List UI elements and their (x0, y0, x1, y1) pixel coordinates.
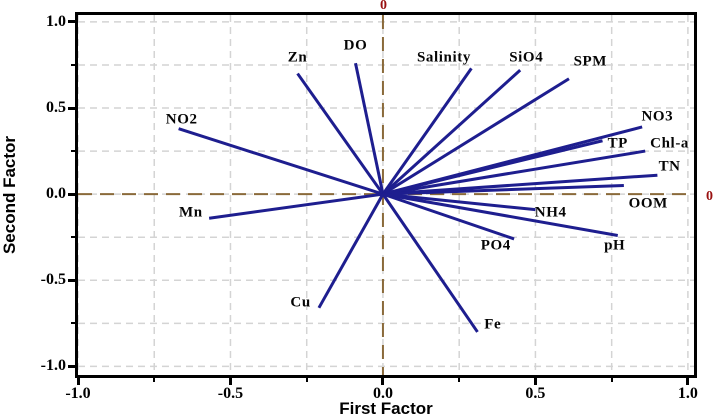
vector-line-DO (354, 62, 385, 195)
x-tick-label: -1.0 (65, 385, 91, 402)
x-minor-tick (153, 378, 156, 382)
vector-label-TP: TP (607, 135, 628, 152)
vector-label-NO2: NO2 (165, 111, 198, 128)
vector-line-TP (382, 139, 603, 196)
y-tick-label: -0.5 (40, 271, 66, 289)
x-tick (686, 378, 690, 385)
vector-line-Chl-a (382, 149, 646, 196)
x-tick (228, 378, 232, 385)
x-tick-label: 0.0 (372, 385, 393, 402)
x-minor-tick (610, 378, 613, 382)
vector-line-SPM (382, 77, 570, 196)
plot-canvas (77, 15, 694, 375)
y-tick-label: -1.0 (40, 357, 66, 375)
vector-label-SPM: SPM (573, 53, 608, 69)
y-tick-label: 1.0 (46, 12, 66, 30)
vector-label-OOM: OOM (628, 195, 668, 212)
vector-label-Fe: Fe (484, 316, 502, 333)
vector-label-Salinity: Salinity (416, 49, 471, 66)
y-tick (68, 106, 75, 110)
y-minor-tick (71, 236, 75, 239)
vector-label-DO: DO (343, 37, 368, 54)
vector-line-Salinity (381, 67, 473, 196)
y-tick (68, 364, 75, 368)
vector-line-pH (382, 192, 619, 237)
vector-line-PO4 (382, 192, 515, 241)
vector-label-Zn: Zn (287, 49, 308, 66)
x-minor-tick (458, 378, 461, 382)
vector-label-PO4: PO4 (480, 237, 511, 254)
plot-inner: Zn DO Salinity SiO4 SPM NO2 NO3 TP Chl-a TN OOM NH4… (77, 15, 694, 375)
vector-label-SiO4: SiO4 (509, 49, 544, 66)
vector-label-pH: pH (604, 237, 626, 254)
vector-label-Cu: Cu (290, 294, 311, 311)
x-tick (76, 378, 80, 385)
y-tick-label: 0.5 (46, 99, 66, 116)
vector-label-TN: TN (658, 158, 681, 175)
x-tick-label: 1.0 (677, 385, 698, 402)
y-axis-title: Second Factor (0, 135, 19, 255)
y-tick (68, 20, 75, 24)
x-tick-label: -0.5 (217, 385, 244, 402)
vector-line-Cu (317, 193, 385, 309)
vector-label-NH4: NH4 (534, 204, 567, 221)
y-tick (68, 192, 75, 196)
vector-label-NO3: NO3 (641, 108, 674, 125)
y-tick (68, 278, 75, 282)
y-minor-tick (71, 322, 75, 325)
vector-line-Zn (296, 72, 385, 196)
vector-label-Mn: Mn (178, 204, 203, 221)
y-minor-tick (71, 150, 75, 153)
y-tick-label: 0.0 (46, 185, 66, 203)
x-axis-title: First Factor (339, 399, 433, 418)
x-tick (533, 378, 537, 385)
zero-marker-right: 0 (706, 189, 713, 204)
zero-marker-top: 0 (380, 0, 387, 13)
x-tick (381, 378, 385, 385)
vector-label-Chl-a: Chl-a (650, 135, 690, 152)
vector-line-Mn (208, 192, 384, 220)
vector-line-Fe (381, 193, 479, 333)
vector-line-TN (382, 173, 658, 196)
y-minor-tick (71, 63, 75, 66)
vector-line-SiO4 (381, 69, 522, 196)
x-tick-label: 0.5 (525, 385, 546, 402)
vector-line-NO2 (178, 127, 384, 196)
vector-line-OOM (382, 184, 624, 196)
x-minor-tick (305, 378, 308, 382)
vector-line-NH4 (382, 192, 536, 212)
plot-area: Zn DO Salinity SiO4 SPM NO2 NO3 TP Chl-a TN OOM NH4… (75, 12, 697, 378)
